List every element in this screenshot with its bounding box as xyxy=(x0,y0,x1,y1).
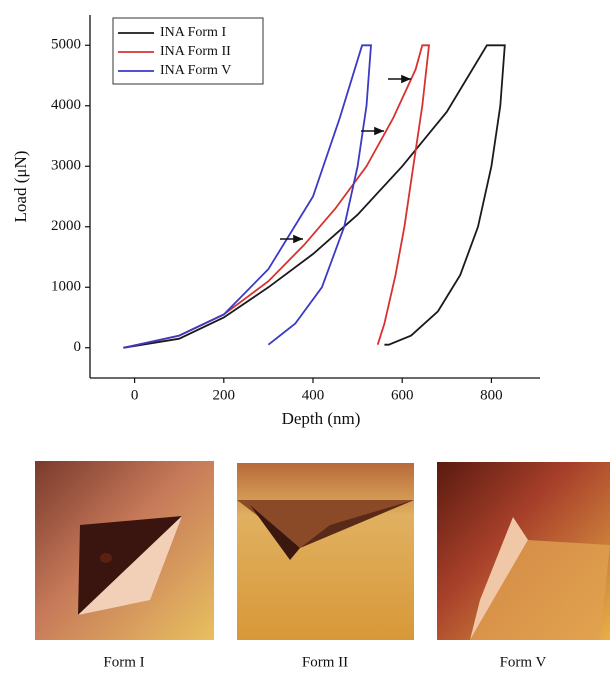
x-tick-label: 600 xyxy=(391,387,414,403)
x-tick-label: 800 xyxy=(480,387,503,403)
legend-box xyxy=(112,17,264,85)
x-axis-label: Depth (nm) xyxy=(282,409,361,428)
data-line xyxy=(123,44,431,349)
afm-image xyxy=(437,462,610,640)
y-tick-label: 3000 xyxy=(51,158,81,174)
legend-label: INA Form V xyxy=(160,63,231,78)
afm-image xyxy=(35,461,214,640)
y-tick-label: 0 xyxy=(74,339,82,355)
legend-label: INA Form I xyxy=(160,25,226,40)
x-tick-label: 400 xyxy=(302,387,325,403)
panel-caption: Form II xyxy=(302,654,348,670)
data-line xyxy=(123,44,372,349)
y-tick-label: 4000 xyxy=(51,97,81,113)
data-line xyxy=(123,44,506,349)
afm-image xyxy=(237,463,414,640)
y-axis-label: Load (μN) xyxy=(11,151,30,223)
y-tick-label: 5000 xyxy=(51,37,81,53)
panel-caption: Form I xyxy=(103,654,144,670)
y-tick-label: 1000 xyxy=(51,279,81,295)
y-tick-label: 2000 xyxy=(51,218,81,234)
legend-label: INA Form II xyxy=(160,44,231,59)
panel-caption: Form V xyxy=(500,654,547,670)
x-tick-label: 0 xyxy=(131,387,139,403)
x-tick-label: 200 xyxy=(213,387,236,403)
